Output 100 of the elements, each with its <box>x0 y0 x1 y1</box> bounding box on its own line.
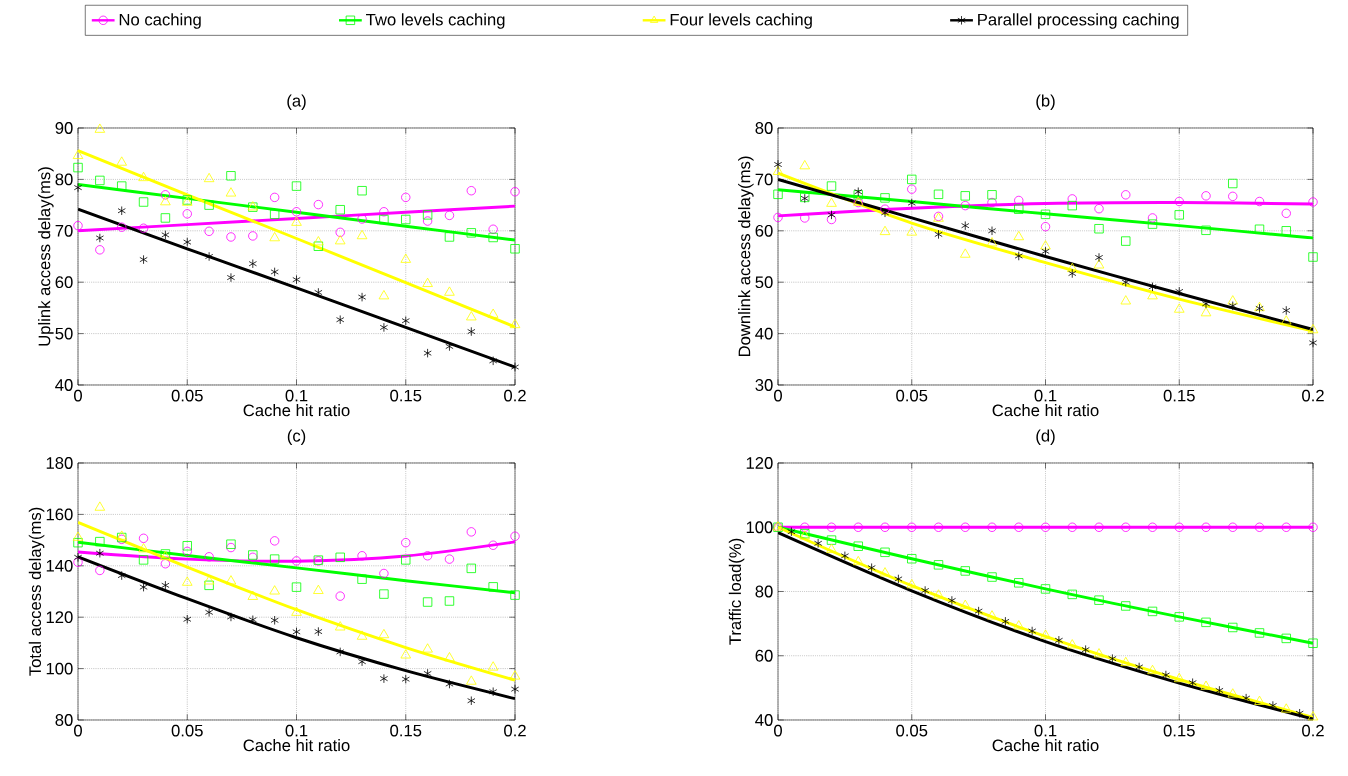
point <box>1040 222 1051 232</box>
x-tick-label: 0.2 <box>504 389 526 402</box>
point <box>1147 522 1158 532</box>
y-tick-label: 70 <box>55 224 73 237</box>
point <box>1014 578 1024 588</box>
point <box>880 522 890 532</box>
point <box>466 311 477 321</box>
point <box>1200 307 1212 317</box>
point <box>248 259 257 269</box>
point <box>1175 286 1184 297</box>
point <box>1228 191 1238 202</box>
point <box>313 199 324 210</box>
chart-title: (d) <box>1036 429 1055 445</box>
point <box>335 205 345 215</box>
point <box>1014 251 1023 261</box>
point <box>401 555 411 565</box>
point <box>1121 601 1131 611</box>
point <box>1201 225 1211 235</box>
point <box>907 174 917 185</box>
point <box>400 649 412 659</box>
chart-title: (b) <box>1036 94 1055 110</box>
point <box>1093 648 1105 658</box>
point <box>1121 236 1131 246</box>
point <box>73 538 83 548</box>
point <box>509 318 521 329</box>
y-tick-label: 30 <box>755 379 773 391</box>
point <box>826 535 837 545</box>
x-tick-label: 0.1 <box>285 724 308 737</box>
point <box>787 527 796 537</box>
point <box>1094 252 1104 263</box>
point <box>334 235 346 245</box>
point <box>116 156 127 166</box>
y-axis-title: Total access delay(ms) <box>28 507 45 676</box>
point <box>1201 299 1211 309</box>
y-tick-label: 40 <box>55 379 73 391</box>
point <box>95 233 104 243</box>
point <box>1174 196 1184 207</box>
point <box>444 554 455 564</box>
point <box>72 531 84 541</box>
point <box>269 585 280 595</box>
point <box>1228 178 1238 189</box>
point <box>880 193 890 203</box>
point <box>335 227 345 238</box>
point <box>225 187 237 197</box>
x-tick-label: 0.15 <box>390 389 422 402</box>
point <box>203 172 215 183</box>
point <box>853 541 863 551</box>
point <box>1028 626 1037 636</box>
point <box>73 552 83 562</box>
point <box>1040 209 1051 220</box>
point <box>947 595 956 606</box>
point <box>1147 219 1158 229</box>
point <box>772 165 784 175</box>
point <box>226 232 236 242</box>
y-tick-label: 100 <box>46 662 73 675</box>
point <box>1268 700 1277 711</box>
point <box>1014 522 1024 532</box>
point <box>1242 693 1251 703</box>
x-tick-label: 0 <box>774 724 782 737</box>
point <box>934 229 943 240</box>
point <box>1281 522 1291 532</box>
y-tick-label: 180 <box>46 457 73 469</box>
point <box>270 267 279 277</box>
point <box>1174 522 1184 532</box>
point <box>138 533 149 543</box>
point <box>1295 708 1304 718</box>
point <box>773 212 783 223</box>
point <box>880 204 890 214</box>
point <box>814 538 823 548</box>
point <box>1254 196 1265 207</box>
point <box>960 599 971 609</box>
point <box>1307 711 1319 721</box>
point <box>378 628 390 639</box>
point <box>1067 262 1078 273</box>
point <box>379 673 388 684</box>
point <box>1001 616 1010 627</box>
point <box>1228 622 1238 633</box>
point <box>117 570 126 581</box>
point <box>314 626 323 637</box>
x-axis-title: Cache hit ratio <box>243 738 350 752</box>
point <box>1121 190 1131 200</box>
point <box>1281 315 1292 325</box>
point <box>138 197 149 207</box>
point <box>1040 584 1051 594</box>
point <box>183 614 192 624</box>
point <box>95 565 105 576</box>
point <box>226 542 236 553</box>
point <box>1308 638 1318 648</box>
point <box>226 539 236 549</box>
y-tick-label: 40 <box>755 714 773 726</box>
point <box>1281 208 1291 218</box>
point <box>773 189 783 199</box>
x-tick-label: 0.05 <box>171 389 203 402</box>
point <box>225 575 237 585</box>
point <box>489 356 498 366</box>
point <box>1147 213 1158 223</box>
point <box>488 582 498 592</box>
point <box>1014 195 1024 206</box>
point <box>138 171 149 182</box>
point <box>336 647 345 657</box>
